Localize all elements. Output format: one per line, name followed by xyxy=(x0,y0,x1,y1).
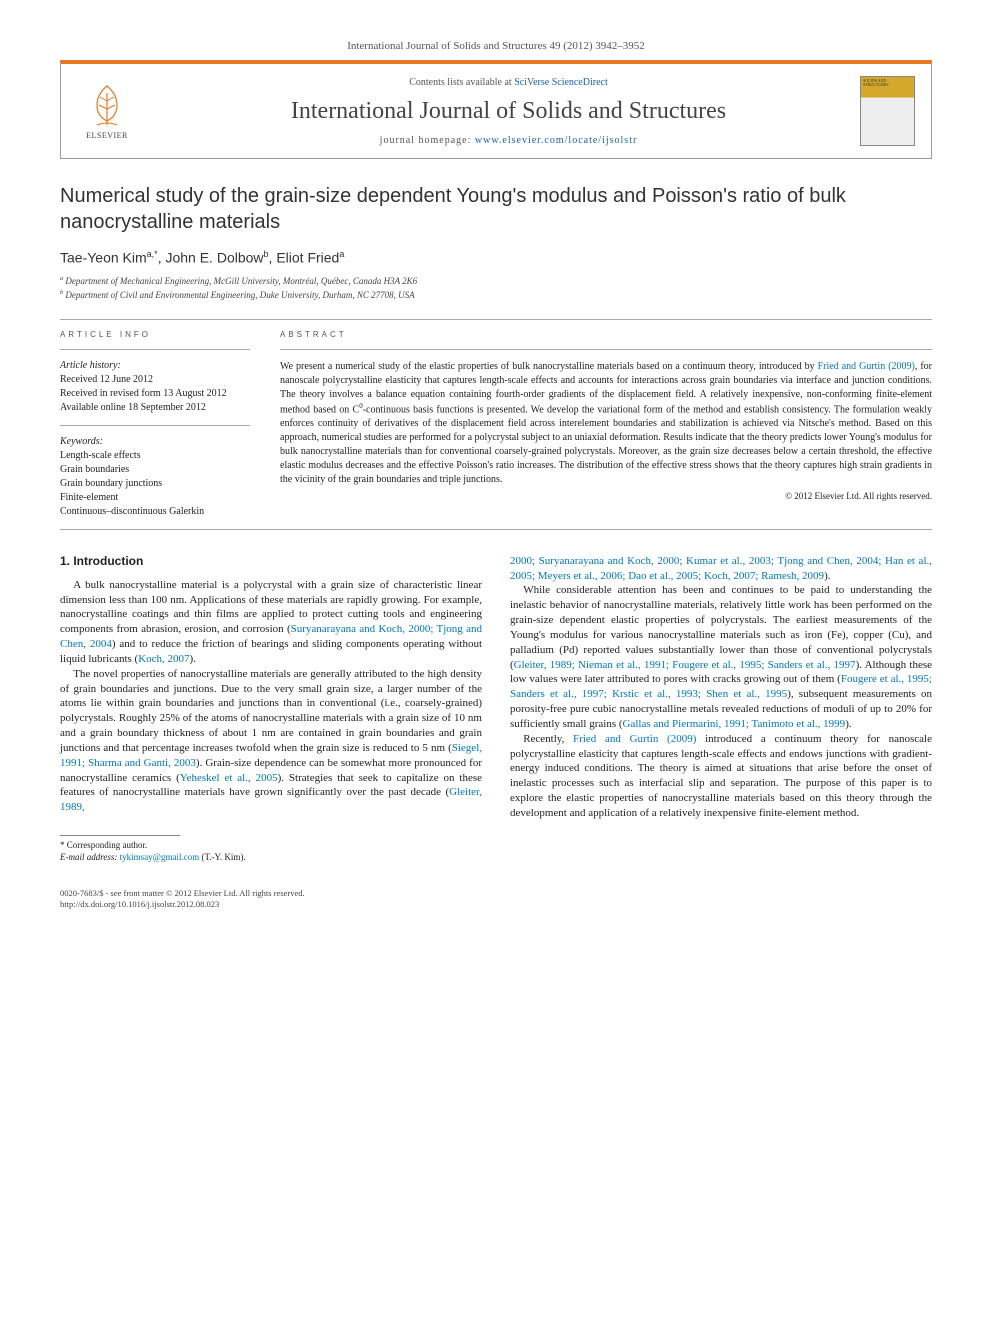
divider xyxy=(60,319,932,320)
citation-header: International Journal of Solids and Stru… xyxy=(60,40,932,52)
email-footnote: E-mail address: tykimsay@gmail.com (T.-Y… xyxy=(60,852,482,864)
divider xyxy=(60,349,250,350)
publisher-name: ELSEVIER xyxy=(86,131,128,140)
homepage-prefix: journal homepage: xyxy=(380,135,475,146)
contents-line: Contents lists available at SciVerse Sci… xyxy=(157,77,860,88)
article-title: Numerical study of the grain-size depend… xyxy=(60,183,932,235)
divider xyxy=(60,425,250,426)
contents-prefix: Contents lists available at xyxy=(409,77,514,88)
journal-cover-thumb: SOLIDS AND STRUCTURES xyxy=(860,76,915,146)
citation-link[interactable]: 2000; Suryanarayana and Koch, 2000; Kuma… xyxy=(510,555,932,582)
elsevier-tree-icon xyxy=(87,83,127,128)
history-heading: Article history: xyxy=(60,360,250,371)
keyword: Grain boundary junctions xyxy=(60,477,250,491)
publisher-logo: ELSEVIER xyxy=(77,76,137,146)
homepage-link[interactable]: www.elsevier.com/locate/ijsolstr xyxy=(475,135,637,146)
info-abstract-row: ARTICLE INFO Article history: Received 1… xyxy=(60,330,932,519)
footer-line-1: 0020-7683/$ - see front matter © 2012 El… xyxy=(60,888,482,899)
text-segment: ). xyxy=(190,653,196,665)
email-suffix: (T.-Y. Kim). xyxy=(201,852,245,862)
body-right-column: 2000; Suryanarayana and Koch, 2000; Kuma… xyxy=(510,554,932,910)
keyword: Length-scale effects xyxy=(60,449,250,463)
abstract-segment: We present a numerical study of the elas… xyxy=(280,361,818,372)
keyword: Continuous–discontinuous Galerkin xyxy=(60,505,250,519)
text-segment: The novel properties of nanocrystalline … xyxy=(60,668,482,754)
author-aff-sup: b xyxy=(264,249,269,259)
keywords-heading: Keywords: xyxy=(60,436,250,447)
journal-name: International Journal of Solids and Stru… xyxy=(157,98,860,125)
body-paragraph: A bulk nanocrystalline material is a pol… xyxy=(60,578,482,667)
citation-link[interactable]: Fried and Gurtin (2009) xyxy=(573,733,696,745)
abstract-segment: -continuous basis functions is presented… xyxy=(280,404,932,485)
author-aff-sup: a xyxy=(339,249,344,259)
email-link[interactable]: tykimsay@gmail.com xyxy=(120,852,200,862)
abstract-panel: ABSTRACT We present a numerical study of… xyxy=(280,330,932,519)
body-columns: 1. Introduction A bulk nanocrystalline m… xyxy=(60,554,932,910)
text-segment: Recently, xyxy=(523,733,573,745)
abstract-text: We present a numerical study of the elas… xyxy=(280,360,932,487)
text-segment: ). xyxy=(845,718,851,730)
cover-thumb-label: SOLIDS AND STRUCTURES xyxy=(863,79,912,88)
keywords-list: Length-scale effects Grain boundaries Gr… xyxy=(60,449,250,519)
abstract-heading: ABSTRACT xyxy=(280,330,932,339)
article-info-panel: ARTICLE INFO Article history: Received 1… xyxy=(60,330,250,519)
text-segment: ) and to reduce the friction of bearings… xyxy=(60,638,482,665)
keyword: Grain boundaries xyxy=(60,463,250,477)
footer: 0020-7683/$ - see front matter © 2012 El… xyxy=(60,888,482,910)
citation-link[interactable]: Yeheskel et al., 2005 xyxy=(180,772,278,784)
citation-link[interactable]: Gallas and Piermarini, 1991; Tanimoto et… xyxy=(623,718,846,730)
scidirect-link[interactable]: SciVerse ScienceDirect xyxy=(514,77,608,88)
history-item: Received in revised form 13 August 2012 xyxy=(60,387,250,401)
footer-doi[interactable]: http://dx.doi.org/10.1016/j.ijsolstr.201… xyxy=(60,899,482,910)
section-heading: 1. Introduction xyxy=(60,554,482,568)
affiliations: a Department of Mechanical Engineering, … xyxy=(60,274,932,303)
history-list: Received 12 June 2012 Received in revise… xyxy=(60,373,250,415)
body-left-column: 1. Introduction A bulk nanocrystalline m… xyxy=(60,554,482,910)
divider xyxy=(280,349,932,350)
citation-link[interactable]: Gleiter, 1989; Nieman et al., 1991; Foug… xyxy=(514,659,856,671)
affiliation-b: b Department of Civil and Environmental … xyxy=(60,288,932,303)
corresponding-author-note: * Corresponding author. xyxy=(60,840,482,852)
banner-center: Contents lists available at SciVerse Sci… xyxy=(157,77,860,146)
keyword: Finite-element xyxy=(60,491,250,505)
corresponding-marker: * xyxy=(154,249,158,259)
body-paragraph: The novel properties of nanocrystalline … xyxy=(60,667,482,815)
footnote-divider xyxy=(60,835,180,836)
citation-link[interactable]: Fried and Gurtin (2009) xyxy=(818,361,915,372)
text-segment: introduced a continuum theory for nanosc… xyxy=(510,733,932,819)
journal-banner: ELSEVIER Contents lists available at Sci… xyxy=(60,60,932,159)
affiliation-a: a Department of Mechanical Engineering, … xyxy=(60,274,932,289)
body-paragraph: While considerable attention has been an… xyxy=(510,583,932,731)
history-item: Received 12 June 2012 xyxy=(60,373,250,387)
citation-link[interactable]: Koch, 2007 xyxy=(138,653,189,665)
text-segment: ). xyxy=(824,570,830,582)
history-item: Available online 18 September 2012 xyxy=(60,401,250,415)
article-info-heading: ARTICLE INFO xyxy=(60,330,250,339)
body-paragraph: Recently, Fried and Gurtin (2009) introd… xyxy=(510,732,932,821)
divider xyxy=(60,529,932,530)
homepage-line: journal homepage: www.elsevier.com/locat… xyxy=(157,135,860,146)
body-paragraph: 2000; Suryanarayana and Koch, 2000; Kuma… xyxy=(510,554,932,584)
authors-line: Tae-Yeon Kima,*, John E. Dolbowb, Eliot … xyxy=(60,249,932,266)
email-label: E-mail address: xyxy=(60,852,117,862)
abstract-copyright: © 2012 Elsevier Ltd. All rights reserved… xyxy=(280,491,932,501)
